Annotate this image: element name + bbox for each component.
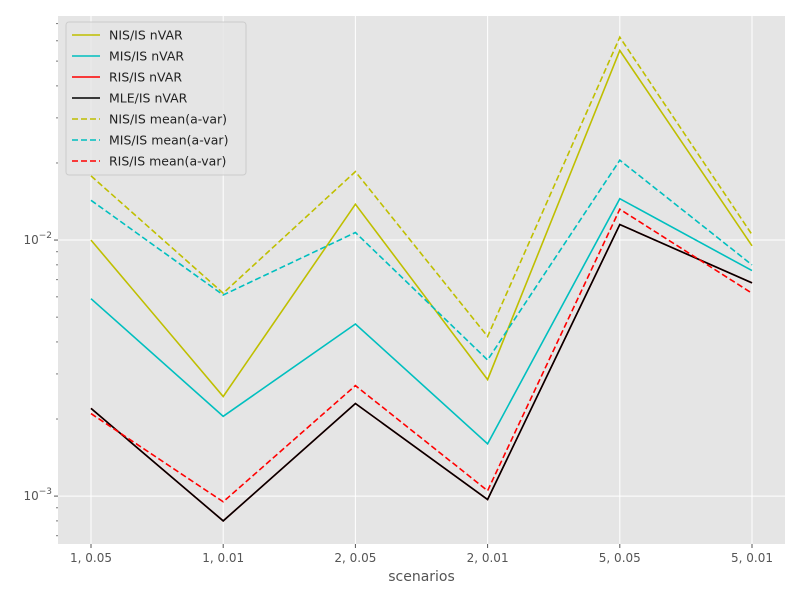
series-line xyxy=(90,48,753,398)
series-line xyxy=(90,35,753,339)
x-tick-label: 2, 0.05 xyxy=(334,551,376,565)
y-tick-label: 10−2 xyxy=(23,231,52,247)
series-line xyxy=(90,223,753,522)
x-tick-label: 1, 0.05 xyxy=(70,551,112,565)
x-axis-ticks: 1, 0.05 1, 0.01 2, 0.05 2, 0.01 5, 0.05 5, 0.… xyxy=(70,544,773,565)
x-tick-label: 5, 0.05 xyxy=(599,551,641,565)
x-axis-label: scenarios xyxy=(388,569,455,585)
series-lines xyxy=(90,35,753,522)
x-tick-label: 2, 0.01 xyxy=(467,551,509,565)
x-tick-label: 1, 0.01 xyxy=(202,551,244,565)
series-line xyxy=(90,159,753,362)
legend-label: MIS/IS mean(a-var) xyxy=(109,133,228,148)
legend-label: NIS/IS mean(a-var) xyxy=(109,112,227,127)
legend-label: MLE/IS nVAR xyxy=(109,91,188,106)
legend-label: RIS/IS mean(a-var) xyxy=(109,154,226,169)
y-axis-ticks: 10−3 10−2 xyxy=(23,23,58,537)
legend-label: MIS/IS nVAR xyxy=(109,49,184,64)
series-line xyxy=(90,197,753,446)
legend-box xyxy=(65,21,247,176)
legend: NIS/IS nVAR MIS/IS nVAR RIS/IS nVAR MLE/IS … xyxy=(65,21,247,176)
y-tick-label: 10−3 xyxy=(23,487,52,503)
legend-label: RIS/IS nVAR xyxy=(109,70,182,85)
legend-label: NIS/IS nVAR xyxy=(109,28,183,43)
x-tick-label: 5, 0.01 xyxy=(731,551,773,565)
series-line xyxy=(90,208,753,503)
